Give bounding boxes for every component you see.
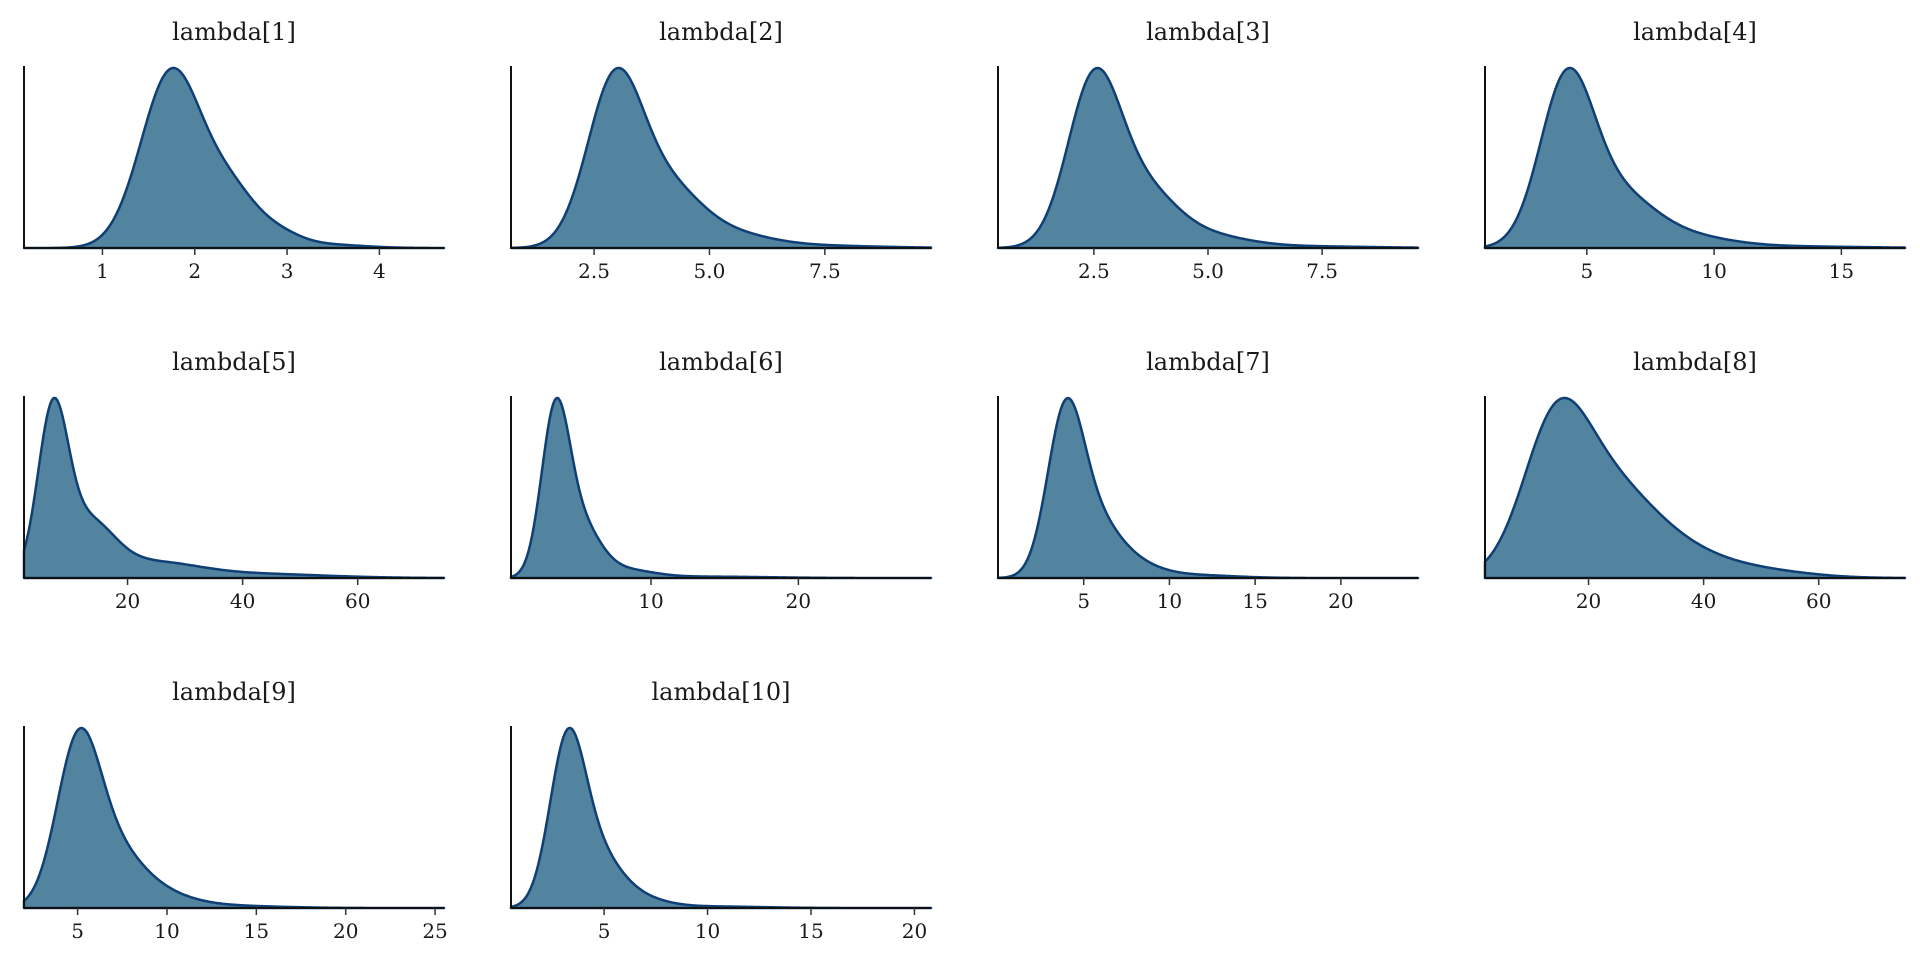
panel-title: lambda[10] [651, 678, 790, 706]
panel-title: lambda[7] [1146, 348, 1270, 376]
x-tick-label: 40 [230, 589, 255, 613]
density-area [996, 66, 1420, 250]
panel-title: lambda[2] [659, 18, 783, 46]
density-area [996, 396, 1420, 580]
x-tick-label: 10 [1157, 589, 1182, 613]
panel-title: lambda[1] [172, 18, 296, 46]
density-area [22, 396, 446, 580]
x-tick-label: 10 [638, 589, 663, 613]
x-tick-label: 20 [333, 919, 358, 943]
x-tick-label: 10 [695, 919, 720, 943]
panel-title: lambda[8] [1633, 348, 1757, 376]
x-tick-label: 7.5 [1306, 259, 1338, 283]
panel-title: lambda[6] [659, 348, 783, 376]
panel-title: lambda[4] [1633, 18, 1757, 46]
density-panel: lambda[4] 5 10 15 [1483, 18, 1907, 283]
density-area [22, 726, 446, 910]
x-tick-label: 2.5 [578, 259, 610, 283]
density-panel: lambda[9] 5 10 15 20 25 [22, 678, 448, 943]
density-panel: lambda[2] 2.5 5.0 7.5 [509, 18, 933, 283]
x-tick-label: 25 [422, 919, 447, 943]
x-tick-label: 2.5 [1078, 259, 1110, 283]
density-panel: lambda[5] 20 40 60 [22, 348, 446, 613]
x-tick-label: 15 [244, 919, 269, 943]
panel-title: lambda[3] [1146, 18, 1270, 46]
x-tick-label: 2 [188, 259, 201, 283]
density-area [1483, 66, 1907, 250]
panel-title: lambda[5] [172, 348, 296, 376]
x-tick-label: 4 [373, 259, 386, 283]
x-tick-label: 5 [1077, 589, 1090, 613]
x-tick-label: 7.5 [809, 259, 841, 283]
x-tick-label: 5 [1580, 259, 1593, 283]
x-tick-label: 3 [281, 259, 294, 283]
x-tick-label: 20 [115, 589, 140, 613]
x-tick-label: 15 [798, 919, 823, 943]
x-tick-label: 15 [1829, 259, 1854, 283]
density-area [22, 66, 446, 250]
panel-title: lambda[9] [172, 678, 296, 706]
density-panel: lambda[7] 5 10 15 20 [996, 348, 1420, 613]
x-tick-label: 1 [96, 259, 109, 283]
density-panel: lambda[3] 2.5 5.0 7.5 [996, 18, 1420, 283]
x-tick-label: 10 [1701, 259, 1726, 283]
density-panel: lambda[1] 1 2 3 4 [22, 18, 446, 283]
x-tick-label: 5 [71, 919, 84, 943]
x-tick-label: 5.0 [694, 259, 726, 283]
x-tick-label: 20 [902, 919, 927, 943]
x-tick-label: 20 [786, 589, 811, 613]
x-tick-label: 60 [345, 589, 370, 613]
density-panel: lambda[10] 5 10 15 20 [509, 678, 933, 943]
x-tick-label: 5.0 [1192, 259, 1224, 283]
density-area [509, 726, 933, 910]
x-tick-label: 15 [1242, 589, 1267, 613]
density-area [509, 66, 933, 250]
x-tick-label: 20 [1328, 589, 1353, 613]
x-tick-label: 20 [1576, 589, 1601, 613]
x-tick-label: 5 [598, 919, 611, 943]
x-tick-label: 10 [154, 919, 179, 943]
density-area [509, 396, 933, 580]
density-panel: lambda[6] 10 20 [509, 348, 933, 613]
x-tick-label: 40 [1691, 589, 1716, 613]
x-tick-label: 60 [1806, 589, 1831, 613]
density-area [1483, 396, 1907, 580]
density-panel: lambda[8] 20 40 60 [1483, 348, 1907, 613]
